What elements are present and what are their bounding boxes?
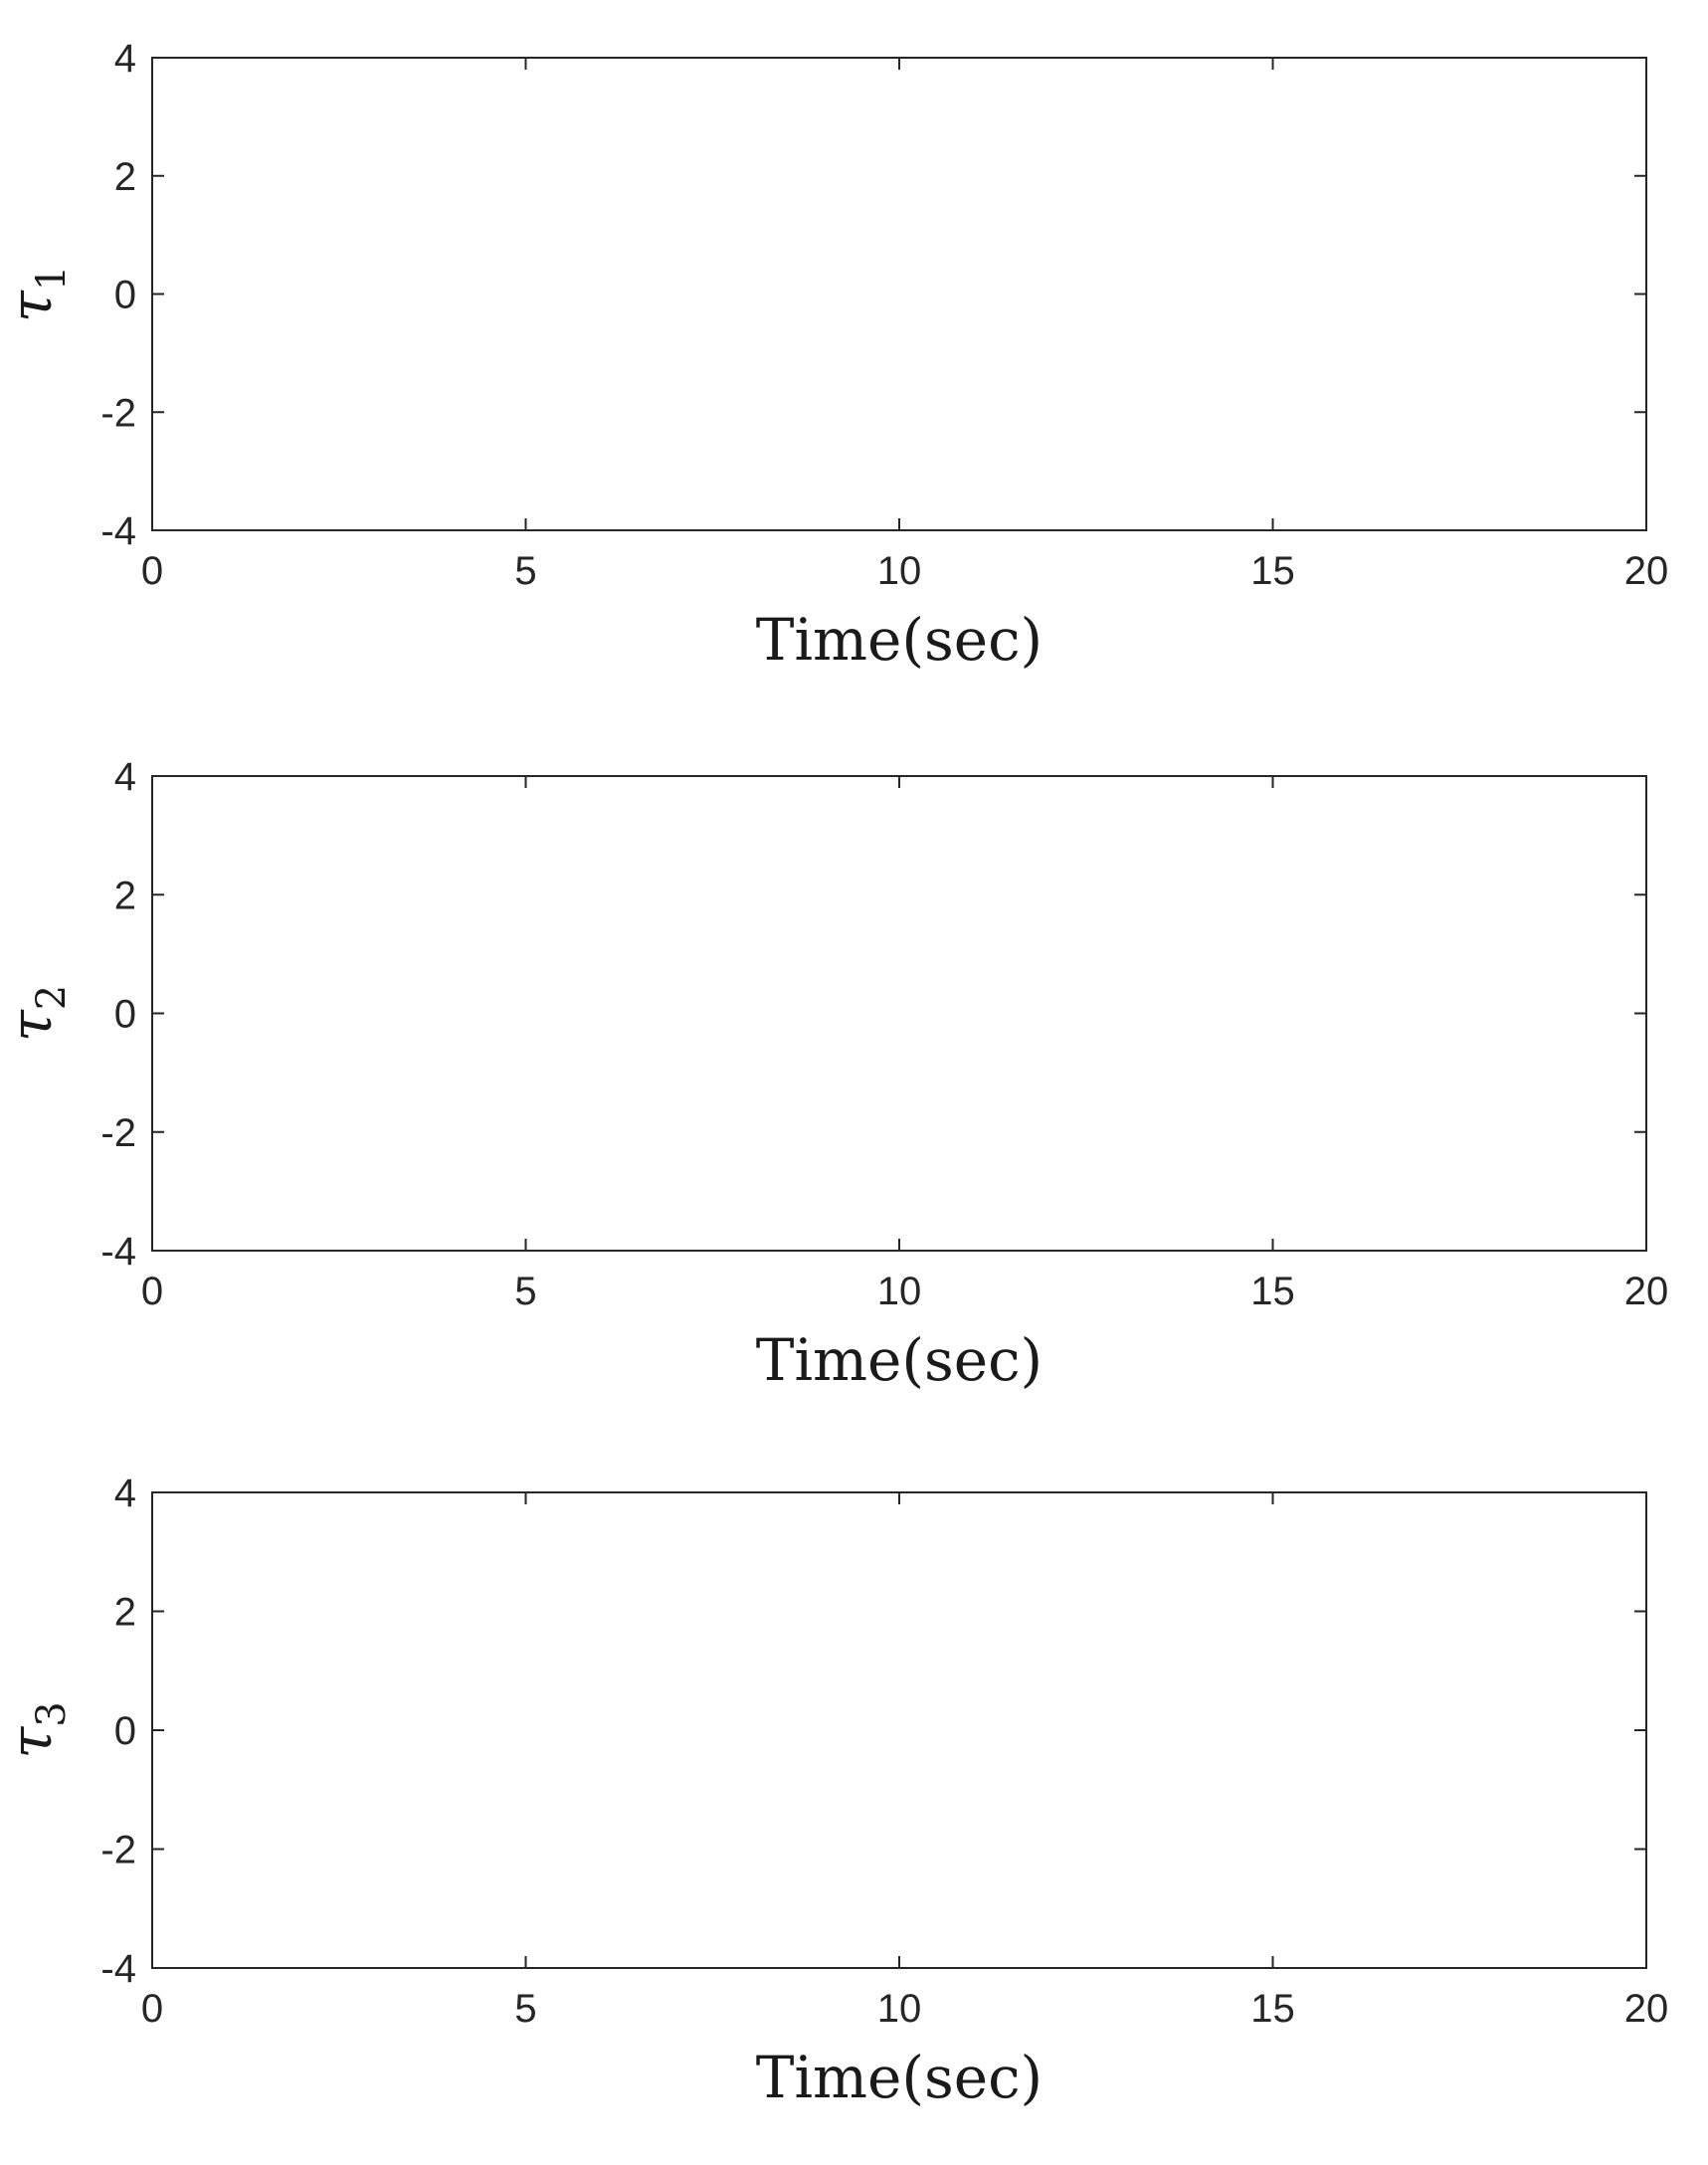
x-tick-label: 15 bbox=[1250, 549, 1295, 593]
y-tick-label: 2 bbox=[114, 155, 136, 199]
y-axis-label-subscript: 3 bbox=[29, 1701, 75, 1726]
x-tick-label: 15 bbox=[1250, 1270, 1295, 1313]
axes-frame bbox=[151, 1491, 1647, 1969]
y-tick-label: 0 bbox=[114, 1709, 136, 1753]
y-axis-label-subscript: 2 bbox=[29, 985, 75, 1010]
axes-frame bbox=[151, 775, 1647, 1252]
y-axis-label-symbol: τ bbox=[0, 1009, 65, 1042]
y-axis-label: τ1 bbox=[0, 266, 75, 323]
y-tick-label: -4 bbox=[100, 1230, 136, 1274]
x-axis-label: Time(sec) bbox=[756, 606, 1043, 674]
y-tick-label: -4 bbox=[100, 1947, 136, 1991]
y-axis-label-symbol: τ bbox=[0, 1726, 65, 1759]
x-axis-label: Time(sec) bbox=[756, 1326, 1043, 1394]
y-tick-label: -2 bbox=[100, 1111, 136, 1155]
y-tick-label: 0 bbox=[114, 274, 136, 317]
y-tick-label: -4 bbox=[100, 509, 136, 553]
y-tick-label: -2 bbox=[100, 391, 136, 435]
x-tick-label: 5 bbox=[514, 1987, 536, 2031]
x-axis-label: Time(sec) bbox=[756, 2044, 1043, 2111]
y-tick-label: 2 bbox=[114, 874, 136, 917]
x-tick-label: 20 bbox=[1624, 549, 1669, 593]
y-tick-label: 4 bbox=[114, 37, 136, 81]
x-tick-label: 15 bbox=[1250, 1987, 1295, 2031]
x-tick-label: 5 bbox=[514, 549, 536, 593]
x-tick-label: 0 bbox=[141, 1270, 163, 1313]
y-axis-label-subscript: 1 bbox=[29, 266, 75, 291]
x-tick-label: 10 bbox=[877, 1987, 922, 2031]
x-tick-label: 20 bbox=[1624, 1987, 1669, 2031]
y-axis-label-symbol: τ bbox=[0, 290, 65, 322]
x-tick-label: 10 bbox=[877, 1270, 922, 1313]
y-tick-label: -2 bbox=[100, 1829, 136, 1872]
x-tick-label: 0 bbox=[141, 549, 163, 593]
y-tick-label: 2 bbox=[114, 1591, 136, 1635]
y-tick-label: 0 bbox=[114, 993, 136, 1037]
x-tick-label: 0 bbox=[141, 1987, 163, 2031]
y-tick-label: 4 bbox=[114, 1472, 136, 1515]
x-tick-label: 10 bbox=[877, 549, 922, 593]
y-axis-label: τ3 bbox=[0, 1701, 75, 1759]
axes-frame bbox=[151, 57, 1647, 531]
x-tick-label: 20 bbox=[1624, 1270, 1669, 1313]
y-axis-label: τ2 bbox=[0, 985, 75, 1043]
y-tick-label: 4 bbox=[114, 755, 136, 799]
x-tick-label: 5 bbox=[514, 1270, 536, 1313]
